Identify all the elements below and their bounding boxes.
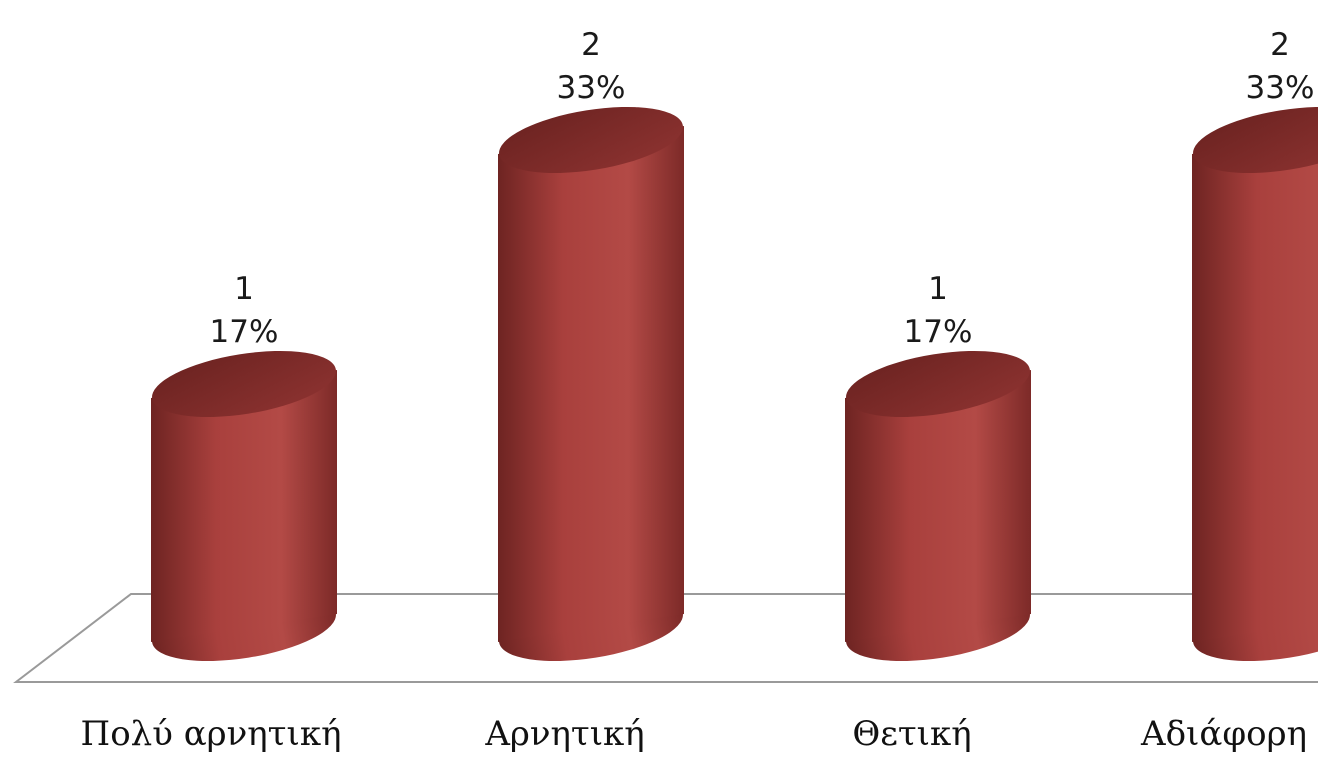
- bar-body-0: [151, 370, 337, 642]
- bar-body-1: [498, 126, 684, 642]
- percent-label-3: 33%: [1246, 70, 1315, 106]
- percent-label-2: 17%: [904, 314, 973, 350]
- value-label-2: 1: [928, 271, 948, 307]
- percent-label-1: 33%: [557, 70, 626, 106]
- labels-layer: 1 17% Πολύ αρνητική 2 33% Αρνητική 1 17% Θετική 2…: [81, 27, 1315, 754]
- value-label-1: 2: [581, 27, 601, 63]
- category-label-2: Θετική: [852, 714, 971, 754]
- chart-floor: [13, 593, 1318, 683]
- bar-top-0: [152, 350, 336, 418]
- category-label-1: Αρνητική: [484, 714, 644, 754]
- bar-2: [845, 350, 1031, 662]
- bar-top-1: [499, 106, 683, 174]
- bar-1: [498, 106, 684, 662]
- category-label-0: Πολύ αρνητική: [81, 714, 342, 754]
- bars-layer: [151, 106, 1318, 662]
- bar-0: [151, 350, 337, 662]
- value-label-3: 2: [1270, 27, 1290, 63]
- bar-top-2: [846, 350, 1030, 418]
- bar-body-2: [845, 370, 1031, 642]
- value-label-0: 1: [234, 271, 254, 307]
- bar-body-3: [1192, 135, 1318, 642]
- bar-3: [1192, 106, 1318, 662]
- percent-label-0: 17%: [210, 314, 279, 350]
- bar-top-3: [1193, 106, 1318, 174]
- category-label-3: Αδιάφορη: [1140, 714, 1307, 754]
